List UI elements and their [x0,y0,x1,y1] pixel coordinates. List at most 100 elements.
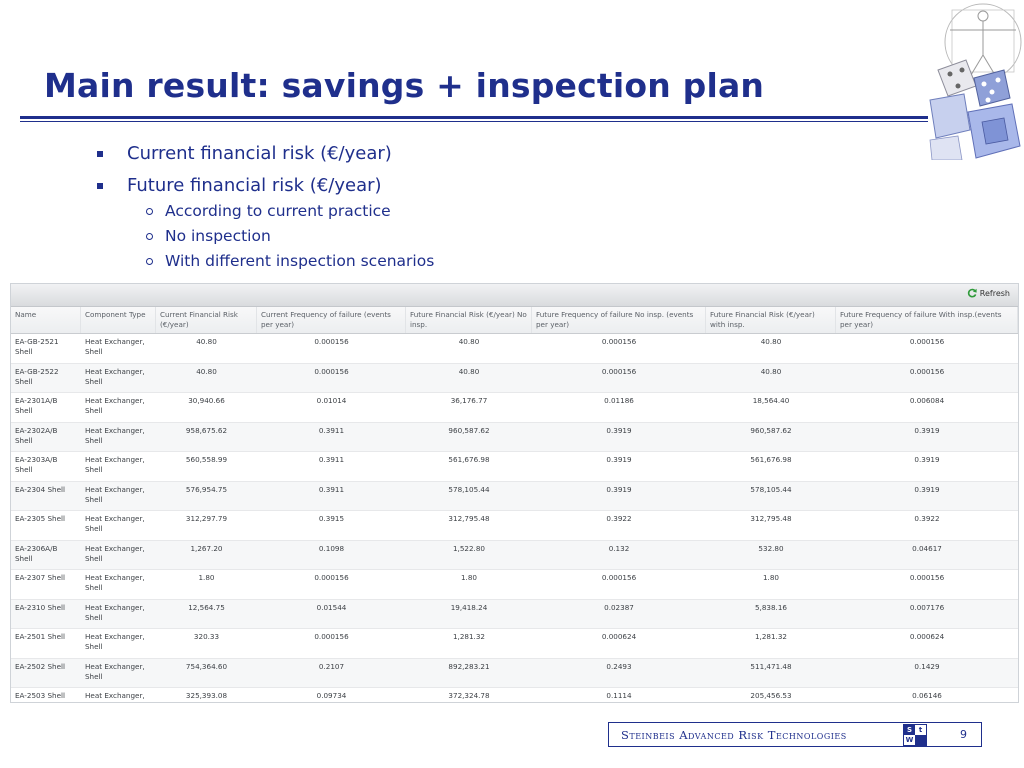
table-cell: 12,564.75 [188,602,225,612]
table-cell: 205,456.53 [750,691,792,700]
table-row[interactable]: EA-2501 Shell Heat Exchanger, Shell 320.33… [11,629,1018,659]
table-cell: 0.132 [608,543,630,553]
table-row[interactable]: EA-2302A/B Shell Heat Exchanger, Shell 958… [11,422,1018,452]
circle-bullet-icon [146,207,153,215]
table-cell: Heat Exchanger, Shell [85,661,145,681]
table-cell: EA-GB-2522 Shell [15,366,59,386]
table-cell: 960,587.62 [750,425,792,435]
table-cell: 0.3919 [606,455,632,464]
steinbeis-logo-icon: S t W [903,723,927,746]
column-header[interactable]: Future Financial Risk (€/year) No insp. [406,307,532,333]
table-row[interactable]: EA-2306A/B Shell Heat Exchanger, Shell 1,2… [11,540,1018,570]
table-cell: 1,281.32 [754,632,787,641]
table-cell: 0.000156 [601,366,637,376]
table-row[interactable]: EA-2503 Shell Heat Exchanger, Shell 325,39… [11,688,1018,702]
grid-body: EA-GB-2521 Shell Heat Exchanger, Shell 40.… [11,334,1018,702]
table-cell: 0.3919 [606,484,632,494]
table-cell: 40.80 [196,366,217,376]
table-cell: 18,564.40 [752,396,790,405]
table-cell: EA-2310 Shell [15,602,66,612]
column-header[interactable]: Current Financial Risk (€/year) [156,307,257,333]
logo-letter: W [904,734,915,745]
table-cell: 1,281.32 [452,632,485,641]
table-cell: 312,795.48 [750,514,792,523]
table-cell: 1,522.80 [452,543,485,553]
logo-letter [915,735,926,745]
table-row[interactable]: EA-GB-2521 Shell Heat Exchanger, Shell 40.… [11,334,1018,364]
table-cell: 754,364.60 [185,661,228,671]
table-cell: 0.04617 [912,543,942,553]
table-cell: 0.09734 [316,691,347,700]
table-row[interactable]: EA-2301A/B Shell Heat Exchanger, Shell 30,… [11,393,1018,423]
column-header[interactable]: Future Frequency of failure With insp.(e… [836,307,1018,333]
table-cell: EA-2304 Shell [15,484,66,494]
table-cell: 0.007176 [909,602,945,612]
table-cell: EA-GB-2521 Shell [15,337,59,356]
column-header[interactable]: Future Financial Risk (€/year) with insp… [706,307,836,333]
table-cell: EA-2305 Shell [15,514,66,523]
results-grid: Refresh Name Component Type Current Fina… [10,283,1019,703]
table-cell: 1.80 [460,573,477,582]
table-cell: 312,297.79 [185,514,228,523]
table-cell: EA-2301A/B Shell [15,396,58,415]
logo-letter: S [906,725,913,734]
table-row[interactable]: EA-2303A/B Shell Heat Exchanger, Shell 560… [11,452,1018,482]
table-cell: 532.80 [758,543,784,553]
circle-bullet-icon [146,257,153,265]
footer-box: Steinbeis Advanced Risk Technologies S t… [608,722,982,747]
table-cell: 19,418.24 [450,602,488,612]
table-cell: 0.3919 [914,484,940,494]
table-cell: 958,675.62 [185,425,228,435]
refresh-button[interactable]: Refresh [967,288,1010,298]
table-cell: 0.3919 [914,455,940,464]
column-header[interactable]: Future Frequency of failure No insp. (ev… [532,307,706,333]
table-cell: Heat Exchanger, Shell [85,425,145,445]
table-cell: 0.000156 [314,632,349,641]
table-cell: 892,283.21 [448,661,490,671]
table-cell: Heat Exchanger, Shell [85,366,145,386]
table-row[interactable]: EA-2307 Shell Heat Exchanger, Shell 1.80 0.… [11,570,1018,600]
table-cell: 0.3922 [914,514,940,523]
table-cell: 0.01544 [316,602,347,612]
table-row[interactable]: EA-2502 Shell Heat Exchanger, Shell 754,36… [11,658,1018,688]
table-cell: EA-2306A/B Shell [15,543,58,563]
square-bullet-icon [97,182,103,189]
grid-toolbar: Refresh [11,284,1018,307]
table-row[interactable]: EA-2304 Shell Heat Exchanger, Shell 576,95… [11,481,1018,511]
table-cell: 0.3911 [318,425,345,435]
table-cell: 0.3919 [914,425,940,435]
table-cell: 0.1098 [318,543,345,553]
table-cell: Heat Exchanger, Shell [85,514,145,533]
table-cell: 0.3911 [318,484,345,494]
title-divider [20,116,928,119]
table-row[interactable]: EA-GB-2522 Shell Heat Exchanger, Shell 40.… [11,363,1018,393]
refresh-icon [967,288,977,298]
table-cell: 40.80 [760,337,782,346]
table-cell: 560,558.99 [185,455,228,464]
table-cell: Heat Exchanger, Shell [85,573,145,592]
table-cell: 5,838.16 [754,602,787,612]
column-header[interactable]: Name [11,307,81,333]
logo-letter: t [915,724,926,735]
table-cell: EA-2302A/B Shell [15,425,58,445]
table-cell: 0.01186 [604,396,634,405]
table-cell: 36,176.77 [450,396,488,405]
table-cell: 0.006084 [909,396,945,405]
table-cell: 578,105.44 [448,484,490,494]
table-cell: 0.000156 [314,337,349,346]
table-cell: 0.2107 [318,661,345,671]
column-header[interactable]: Component Type [81,307,156,333]
table-cell: Heat Exchanger, Shell [85,543,145,563]
table-cell: 0.000156 [909,573,945,582]
title-divider-thin [20,121,928,122]
table-cell: Heat Exchanger, Shell [85,337,145,356]
table-cell: Heat Exchanger, Shell [85,632,145,651]
table-cell: 0.000624 [601,632,637,641]
table-row[interactable]: EA-2310 Shell Heat Exchanger, Shell 12,564… [11,599,1018,629]
column-header[interactable]: Current Frequency of failure (events per… [257,307,406,333]
table-cell: 0.000156 [909,366,945,376]
table-cell: 0.3915 [318,514,345,523]
table-row[interactable]: EA-2305 Shell Heat Exchanger, Shell 312,29… [11,511,1018,541]
table-cell: 0.000156 [909,337,945,346]
bullet-item: Current financial risk (€/year) [97,143,392,164]
